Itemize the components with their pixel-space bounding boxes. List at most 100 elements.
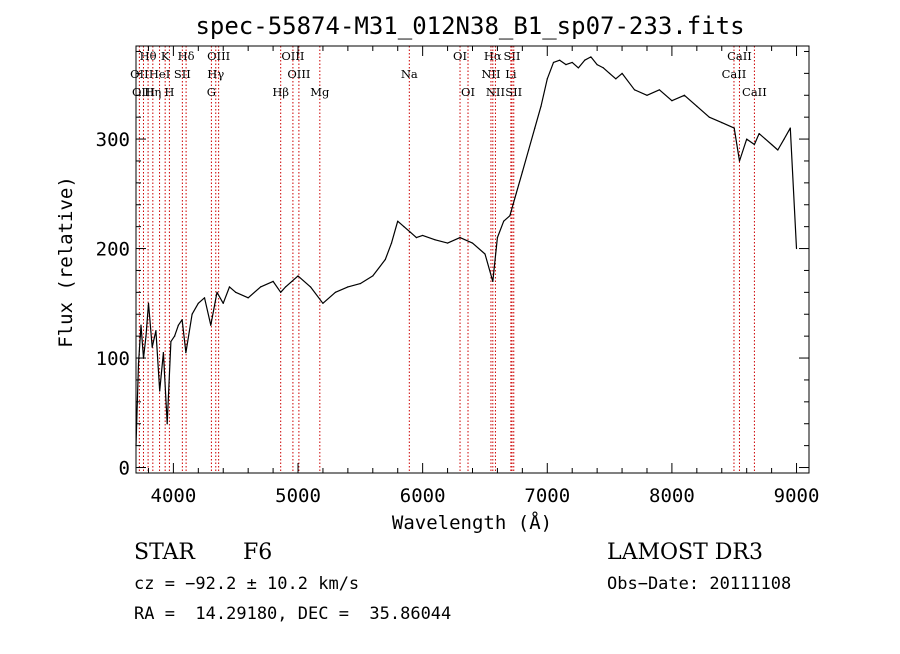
series-point-1 xyxy=(137,362,140,365)
series-point-12 xyxy=(174,335,176,337)
series-point-84 xyxy=(771,143,773,146)
axis-ticks: 4000 5000 6000 7000 8000 9000 0 100 200 300 xyxy=(96,46,819,507)
series-point-59 xyxy=(559,59,561,61)
series-point-85 xyxy=(777,149,779,151)
series-point-81 xyxy=(753,143,756,146)
series-point-8 xyxy=(159,390,161,392)
line-label-23: Mg xyxy=(310,85,330,99)
series-point-40 xyxy=(409,231,411,233)
series-point-79 xyxy=(738,160,741,162)
line-label-6: Hα xyxy=(484,49,502,63)
line-label-10: HeI xyxy=(149,67,170,81)
line-label-4: OIII xyxy=(281,49,304,63)
series-point-19 xyxy=(210,324,212,326)
series-point-51 xyxy=(509,215,511,217)
line-label-15: NII xyxy=(481,67,500,81)
y-tick-label-3: 300 xyxy=(96,129,130,151)
series-point-5 xyxy=(147,302,150,304)
series-point-55 xyxy=(534,127,536,129)
line-label-25: NII xyxy=(486,85,505,99)
series-point-42 xyxy=(422,234,424,237)
series-point-46 xyxy=(471,242,474,244)
series-point-26 xyxy=(272,280,274,282)
series-point-41 xyxy=(415,237,418,239)
series-point-66 xyxy=(602,67,604,69)
line-label-17: CaII xyxy=(722,67,747,81)
series-point-53 xyxy=(521,171,523,173)
series-point-77 xyxy=(721,122,723,124)
line-label-16: Li xyxy=(505,67,517,81)
series-point-15 xyxy=(185,351,187,354)
series-point-14 xyxy=(181,319,183,321)
series-point-17 xyxy=(197,302,199,304)
line-label-5: OI xyxy=(453,49,467,63)
series-point-88 xyxy=(795,247,798,250)
series-point-39 xyxy=(403,226,405,228)
series-point-32 xyxy=(334,291,337,293)
x-tick-label-1: 5000 xyxy=(275,485,321,507)
series-point-36 xyxy=(384,258,386,261)
series-point-52 xyxy=(515,193,517,195)
line-label-13: OIII xyxy=(287,67,310,81)
series-point-87 xyxy=(789,127,791,129)
line-label-3: OIII xyxy=(207,49,230,63)
series-point-18 xyxy=(203,297,206,299)
series-point-45 xyxy=(459,237,461,239)
series-point-4 xyxy=(145,335,147,337)
line-label-12: Hγ xyxy=(207,67,224,81)
y-tick-label-2: 200 xyxy=(96,239,130,261)
line-label-2: Hδ xyxy=(178,49,195,63)
redshift-cz: cz = −92.2 ± 10.2 km/s xyxy=(134,574,360,594)
line-label-1: K xyxy=(161,49,170,63)
x-tick-label-3: 7000 xyxy=(524,485,570,507)
series-point-31 xyxy=(322,302,324,304)
line-label-7: SII xyxy=(504,49,521,63)
line-label-21: G xyxy=(207,85,216,99)
x-tick-label-0: 4000 xyxy=(151,485,197,507)
line-label-19: Hη xyxy=(144,85,161,99)
series-point-24 xyxy=(247,297,249,299)
plot-frame xyxy=(135,45,810,474)
series-point-72 xyxy=(658,89,661,91)
series-point-83 xyxy=(764,138,766,140)
series-point-71 xyxy=(646,94,648,96)
series-point-44 xyxy=(446,242,449,244)
line-label-24: OI xyxy=(461,85,475,99)
series-point-27 xyxy=(280,291,282,293)
series-point-73 xyxy=(671,100,673,102)
series-point-9 xyxy=(162,351,165,354)
series-point-64 xyxy=(590,56,592,58)
series-point-60 xyxy=(565,64,567,66)
series-point-54 xyxy=(527,149,530,151)
series-point-75 xyxy=(696,105,698,107)
y-axis-label: Flux (relative) xyxy=(55,176,77,348)
series-point-67 xyxy=(608,72,611,74)
series-point-47 xyxy=(484,253,486,255)
series-point-65 xyxy=(596,64,598,66)
x-tick-label-2: 6000 xyxy=(400,485,446,507)
series-point-29 xyxy=(297,275,299,277)
series-point-35 xyxy=(372,275,374,277)
series-point-61 xyxy=(571,61,573,64)
series-point-74 xyxy=(683,94,685,96)
series-point-68 xyxy=(615,78,617,80)
line-label-0: Hθ xyxy=(140,49,157,63)
series-point-43 xyxy=(434,239,436,241)
line-label-8: CaII xyxy=(727,49,752,63)
line-label-22: Hβ xyxy=(272,85,289,99)
survey-name: LAMOST DR3 xyxy=(607,540,763,565)
series-point-25 xyxy=(260,286,262,288)
series-point-78 xyxy=(733,127,735,129)
series-point-21 xyxy=(222,302,224,304)
series-point-50 xyxy=(503,220,505,222)
series-point-33 xyxy=(347,286,349,288)
series-point-76 xyxy=(708,116,710,118)
series-point-70 xyxy=(633,89,636,91)
series-point-13 xyxy=(177,324,179,326)
line-label-20: H xyxy=(164,85,174,99)
y-tick-label-1: 100 xyxy=(96,348,130,370)
series-point-86 xyxy=(783,138,785,140)
series-point-22 xyxy=(228,286,231,288)
